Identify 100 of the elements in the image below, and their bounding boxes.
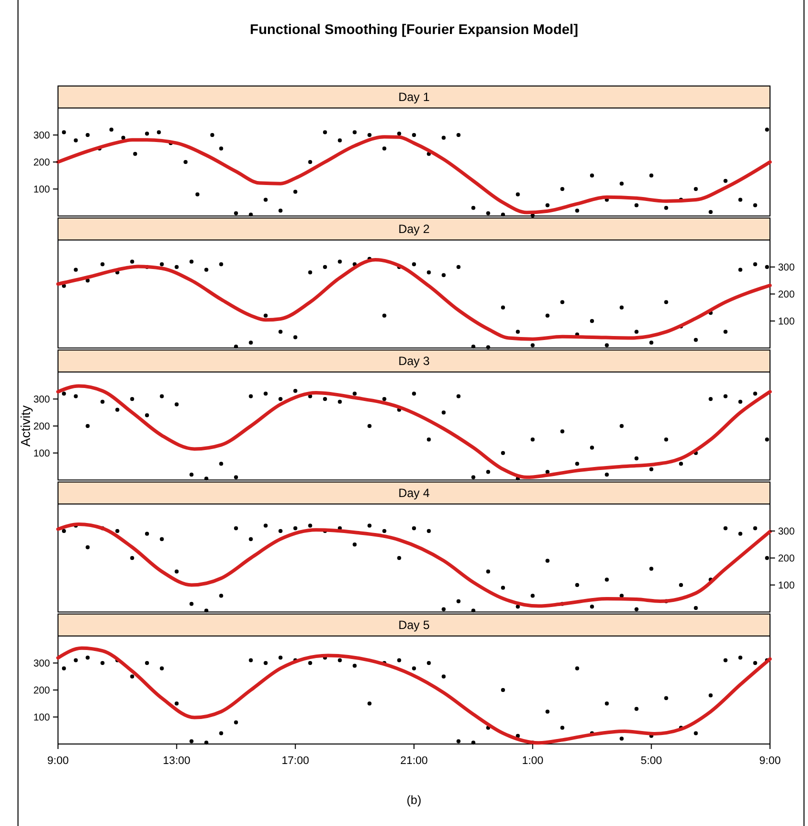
point bbox=[486, 345, 490, 350]
point bbox=[412, 262, 416, 266]
point bbox=[634, 706, 638, 711]
point bbox=[560, 726, 564, 730]
point bbox=[486, 470, 490, 474]
y-tick-label: 300 bbox=[33, 130, 50, 142]
point bbox=[190, 739, 194, 744]
point bbox=[694, 731, 698, 736]
point bbox=[664, 300, 668, 304]
chart-title: Day 2 bbox=[398, 222, 430, 236]
point bbox=[442, 674, 446, 678]
point bbox=[293, 526, 298, 530]
point bbox=[604, 472, 609, 477]
point bbox=[426, 529, 431, 533]
point bbox=[174, 265, 179, 269]
point bbox=[501, 306, 505, 310]
y2-tick-label: 100 bbox=[778, 316, 796, 328]
x-tick-label: 17:00 bbox=[282, 755, 310, 767]
y-tick-label: 200 bbox=[33, 422, 50, 432]
point bbox=[604, 578, 609, 582]
point bbox=[649, 566, 654, 571]
point bbox=[620, 424, 624, 428]
point bbox=[738, 656, 742, 660]
point bbox=[130, 397, 134, 401]
point bbox=[590, 604, 594, 609]
point bbox=[530, 343, 535, 348]
point bbox=[471, 475, 476, 480]
point bbox=[278, 656, 282, 660]
point bbox=[634, 607, 638, 612]
point bbox=[308, 524, 312, 528]
point bbox=[174, 570, 179, 574]
point bbox=[204, 268, 208, 272]
point bbox=[546, 710, 550, 714]
point bbox=[86, 656, 90, 660]
point bbox=[130, 556, 134, 560]
point bbox=[634, 456, 638, 460]
point bbox=[278, 330, 282, 334]
point bbox=[590, 446, 594, 450]
point bbox=[708, 397, 713, 401]
point bbox=[620, 306, 624, 310]
point bbox=[248, 340, 253, 345]
point bbox=[204, 476, 208, 481]
point bbox=[634, 330, 638, 334]
point bbox=[308, 394, 312, 398]
y2-tick-label: 200 bbox=[778, 290, 796, 300]
point bbox=[278, 397, 282, 401]
point bbox=[234, 475, 238, 480]
point bbox=[248, 658, 253, 662]
y-tick-label: 200 bbox=[33, 158, 50, 168]
point bbox=[412, 666, 416, 670]
point bbox=[86, 424, 90, 428]
point bbox=[145, 532, 149, 536]
point bbox=[323, 265, 327, 269]
point bbox=[501, 688, 505, 692]
point bbox=[426, 661, 431, 665]
y-tick-label: 100 bbox=[33, 184, 50, 196]
y-tick-label: 300 bbox=[33, 394, 50, 406]
point bbox=[575, 666, 580, 670]
point bbox=[724, 658, 728, 662]
point bbox=[130, 674, 134, 678]
point bbox=[471, 344, 476, 349]
point bbox=[604, 343, 609, 348]
point bbox=[204, 608, 208, 613]
point bbox=[293, 388, 298, 393]
point bbox=[753, 526, 758, 530]
point bbox=[100, 400, 104, 404]
point bbox=[160, 537, 164, 542]
point bbox=[130, 260, 134, 264]
point bbox=[738, 268, 742, 272]
point bbox=[664, 438, 668, 442]
text: Functional Smoothing [Fourier Expansion Model] bbox=[250, 21, 578, 37]
point bbox=[234, 720, 238, 724]
point bbox=[160, 394, 164, 398]
point bbox=[308, 661, 312, 665]
point bbox=[174, 402, 179, 406]
point bbox=[145, 661, 149, 665]
point bbox=[546, 558, 550, 563]
point bbox=[590, 319, 594, 323]
point bbox=[219, 731, 224, 736]
point bbox=[694, 606, 698, 610]
point bbox=[338, 400, 342, 404]
point bbox=[248, 394, 253, 398]
point bbox=[456, 394, 460, 398]
point bbox=[86, 545, 90, 550]
point bbox=[219, 594, 224, 598]
point bbox=[190, 260, 194, 264]
point bbox=[501, 451, 505, 455]
x-tick-label: 5:00 bbox=[640, 755, 662, 767]
y2-tick-label: 300 bbox=[778, 262, 796, 274]
point bbox=[575, 462, 580, 466]
x-tick-label: 21:00 bbox=[400, 755, 428, 767]
point bbox=[442, 273, 446, 278]
point bbox=[174, 702, 179, 706]
point bbox=[546, 314, 550, 318]
point bbox=[546, 470, 550, 474]
point bbox=[160, 262, 164, 266]
point bbox=[338, 658, 342, 662]
point bbox=[738, 532, 742, 536]
point bbox=[264, 661, 268, 665]
y-axis-title: Activity bbox=[18, 404, 33, 447]
